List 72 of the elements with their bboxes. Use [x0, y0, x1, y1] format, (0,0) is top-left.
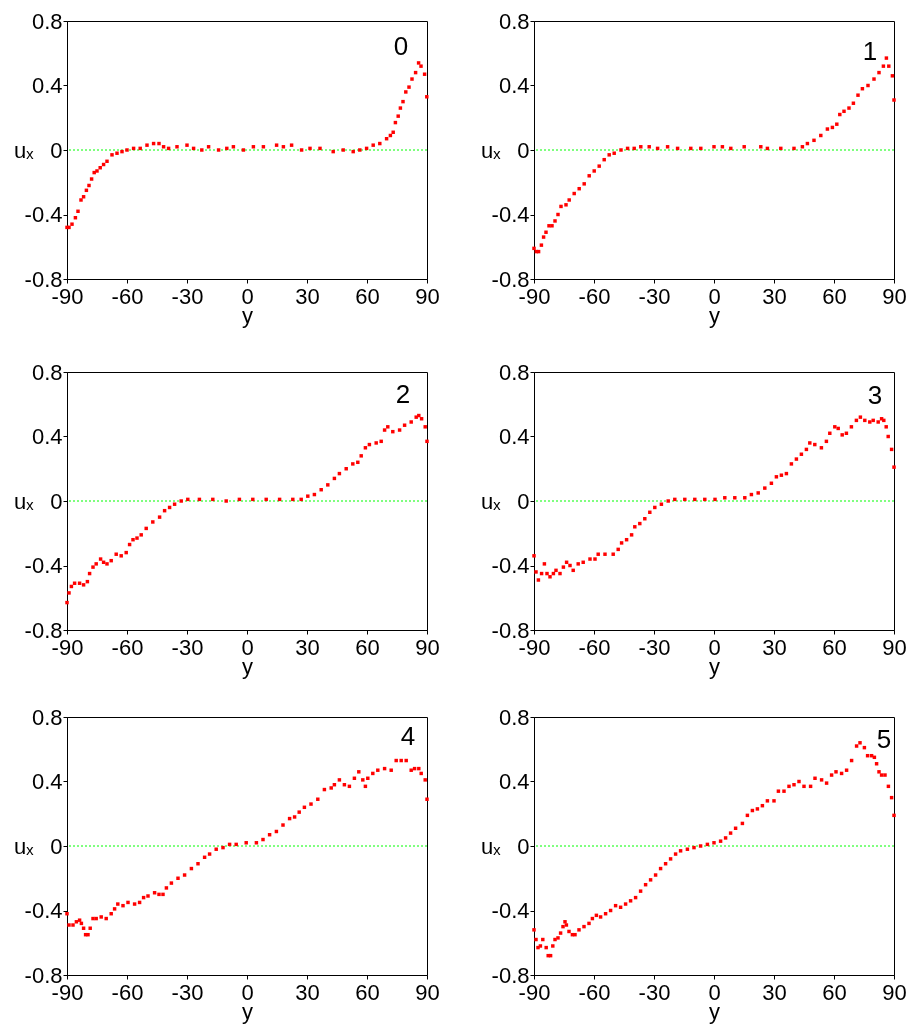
annotation: 4 — [400, 721, 416, 751]
y-axis-title: uₓ — [14, 833, 35, 859]
y-tick-label: -0.4 — [24, 898, 63, 923]
y-tick-label: -0.4 — [491, 553, 530, 578]
x-tick-label: 0 — [241, 283, 254, 309]
x-tick-label: 90 — [415, 634, 440, 660]
x-tick-label: 30 — [762, 979, 787, 1005]
x-tick-label: -60 — [111, 979, 144, 1005]
x-tick-label: 90 — [882, 979, 907, 1005]
x-tick-label: 60 — [355, 283, 380, 309]
y-tick-label: 0.4 — [498, 424, 530, 449]
y-tick-label: 0.8 — [31, 8, 63, 34]
y-tick-label: 0 — [517, 488, 530, 514]
x-tick-label: -30 — [171, 283, 204, 309]
annotation: 5 — [876, 724, 892, 754]
y-tick-label: 0.4 — [498, 73, 530, 98]
y-axis-title: uₓ — [14, 488, 35, 514]
x-tick-label: 60 — [355, 634, 380, 660]
x-tick-label: 30 — [762, 283, 787, 309]
x-tick-label: 60 — [822, 634, 847, 660]
y-tick-label: 0.4 — [31, 424, 63, 449]
y-axis-title: uₓ — [14, 137, 35, 163]
x-tick-label: -60 — [578, 979, 611, 1005]
y-tick-label: 0.8 — [31, 704, 63, 730]
annotation: 1 — [862, 36, 878, 66]
y-tick-label: -0.4 — [491, 202, 530, 227]
x-tick-label: -60 — [578, 634, 611, 660]
annotation: 0 — [393, 31, 409, 61]
x-tick-label: 0 — [241, 634, 254, 660]
y-tick-label: 0.8 — [498, 704, 530, 730]
x-tick-label: -30 — [638, 634, 671, 660]
y-tick-label: 0.8 — [498, 8, 530, 34]
x-tick-label: -30 — [171, 979, 204, 1005]
x-tick-label: -30 — [171, 634, 204, 660]
y-axis-title: uₓ — [481, 833, 502, 859]
x-tick-label: 60 — [822, 283, 847, 309]
annotation: 2 — [395, 379, 411, 409]
y-tick-label: 0 — [50, 833, 63, 859]
y-tick-label: 0 — [50, 488, 63, 514]
y-axis-title: uₓ — [481, 137, 502, 163]
x-tick-label: 60 — [822, 979, 847, 1005]
y-tick-label: 0.4 — [31, 73, 63, 98]
y-tick-label: 0 — [517, 137, 530, 163]
x-tick-label: 30 — [295, 283, 320, 309]
y-tick-label: 0 — [50, 137, 63, 163]
y-axis-title: uₓ — [481, 488, 502, 514]
x-tick-label: -60 — [111, 634, 144, 660]
x-tick-label: -60 — [578, 283, 611, 309]
x-tick-label: 30 — [762, 634, 787, 660]
x-tick-label: -30 — [638, 979, 671, 1005]
y-tick-label: 0.8 — [498, 359, 530, 385]
annotation: 3 — [867, 380, 883, 410]
y-tick-label: 0.8 — [31, 359, 63, 385]
y-tick-label: 0.4 — [498, 769, 530, 794]
x-tick-label: 30 — [295, 979, 320, 1005]
y-tick-label: -0.4 — [24, 553, 63, 578]
x-tick-label: 60 — [355, 979, 380, 1005]
x-tick-label: 90 — [882, 634, 907, 660]
x-tick-label: 90 — [415, 283, 440, 309]
y-tick-label: -0.4 — [24, 202, 63, 227]
x-tick-label: 30 — [295, 634, 320, 660]
y-tick-label: -0.4 — [491, 898, 530, 923]
x-tick-label: 90 — [415, 979, 440, 1005]
x-tick-label: 0 — [708, 634, 721, 660]
x-tick-label: 0 — [708, 979, 721, 1005]
x-tick-label: 0 — [708, 283, 721, 309]
y-tick-label: 0 — [517, 833, 530, 859]
x-tick-label: 0 — [241, 979, 254, 1005]
x-tick-label: -60 — [111, 283, 144, 309]
x-tick-label: 90 — [882, 283, 907, 309]
x-tick-label: -30 — [638, 283, 671, 309]
y-tick-label: 0.4 — [31, 769, 63, 794]
